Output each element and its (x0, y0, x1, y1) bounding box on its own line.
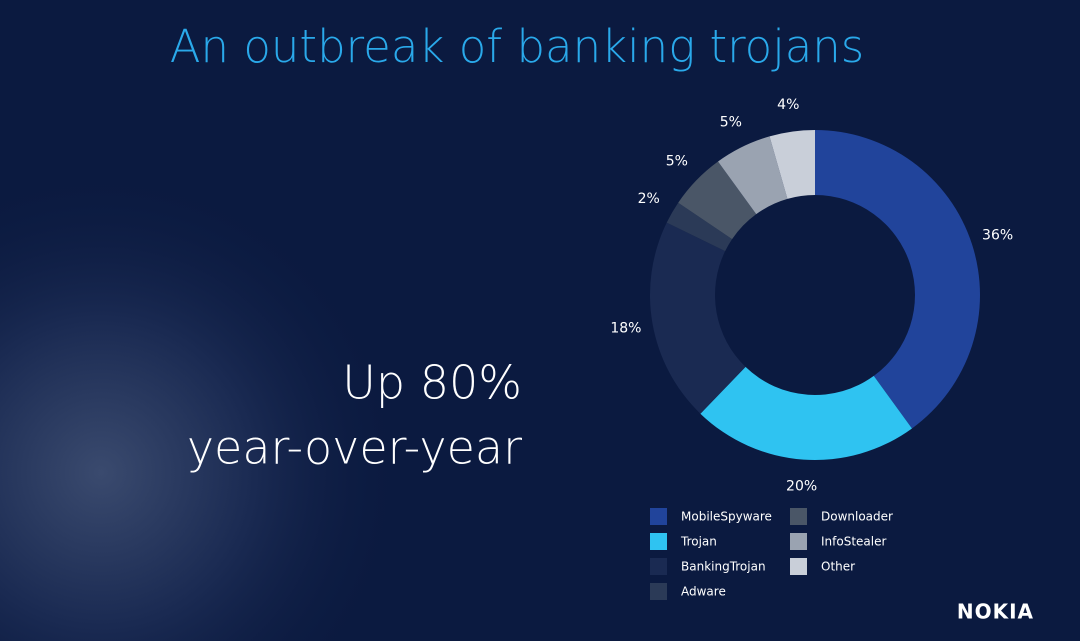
slice (650, 222, 746, 414)
photo-shade (0, 80, 560, 641)
data-label: 18% (610, 320, 641, 336)
legend-swatch (790, 533, 807, 550)
legend-label: MobileSpyware (681, 510, 772, 524)
slice (718, 136, 788, 215)
slice (678, 161, 757, 240)
legend-swatch (650, 508, 667, 525)
data-label: 4% (777, 97, 799, 113)
data-label: 20% (786, 479, 817, 495)
legend-label: InfoStealer (821, 535, 886, 549)
legend-swatch (650, 533, 667, 550)
data-label: 5% (720, 114, 742, 130)
headline: year-over-year (187, 421, 522, 475)
data-label: 2% (638, 191, 660, 207)
data-label: 5% (666, 154, 688, 170)
legend-swatch (650, 583, 667, 600)
headline: Up 80% (342, 356, 522, 410)
legend-swatch (790, 508, 807, 525)
legend-label: BankingTrojan (681, 560, 766, 574)
legend-label: Adware (681, 585, 726, 599)
slice (815, 130, 980, 429)
legend-label: Other (821, 560, 855, 574)
slice (666, 202, 733, 252)
legend-swatch (790, 558, 807, 575)
data-label: 36% (982, 228, 1013, 244)
logo: NOKIA (957, 600, 1034, 624)
legend-label: Trojan (680, 535, 717, 549)
slice (700, 366, 912, 460)
legend-label: Downloader (821, 510, 893, 524)
legend-swatch (650, 558, 667, 575)
slide-title: An outbreak of banking trojans (170, 20, 864, 73)
slice (769, 130, 815, 199)
